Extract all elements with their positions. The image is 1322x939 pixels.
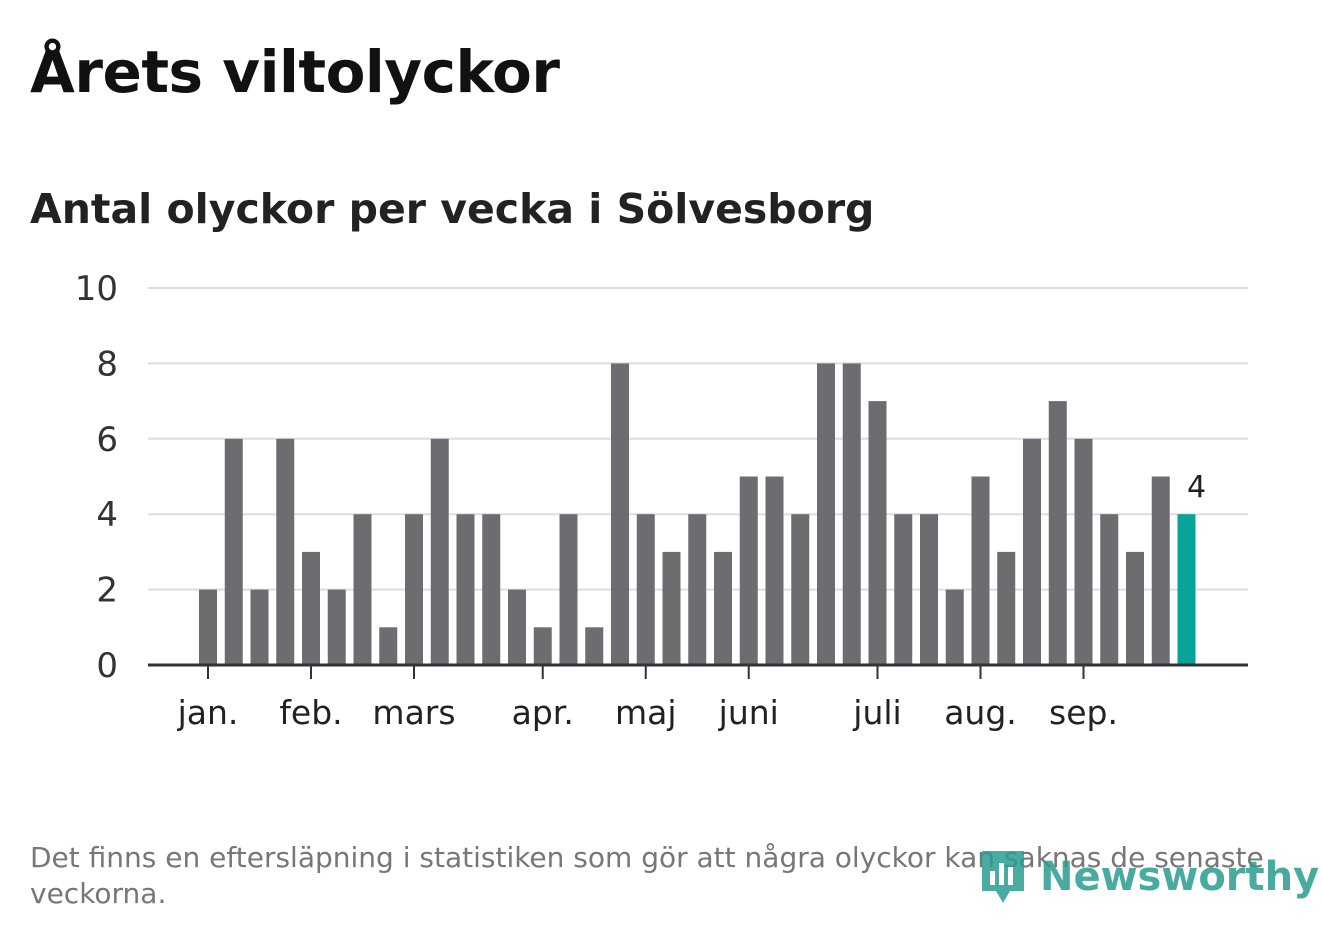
bar [662, 551, 681, 665]
y-tick-label: 6 [96, 420, 118, 460]
bar [585, 627, 604, 665]
x-tick-label: juni [718, 693, 779, 732]
bar [533, 627, 552, 665]
bar [636, 514, 655, 665]
footnote: Det finns en eftersläpning i statistiken… [30, 841, 1264, 910]
bar [1126, 551, 1144, 665]
bar [276, 438, 295, 665]
bar [508, 589, 526, 665]
bar [353, 514, 372, 665]
x-tick-label: mars [372, 693, 455, 732]
bar [611, 363, 629, 665]
chart-subtitle: Antal olyckor per vecka i Sölvesborg [30, 185, 875, 233]
bar [1048, 401, 1067, 665]
bar [430, 438, 449, 665]
y-axis-ticks: 0 2 4 6 8 10 [75, 269, 118, 686]
bar [1100, 514, 1119, 665]
y-tick-label: 10 [75, 269, 118, 309]
bar [894, 514, 913, 665]
newsworthy-logo-text: Newsworthy [1040, 854, 1320, 900]
y-tick-label: 8 [96, 344, 118, 384]
bar [945, 589, 964, 665]
bar [688, 514, 707, 665]
bar [224, 438, 243, 665]
bar [250, 589, 269, 665]
y-tick-label: 4 [96, 495, 118, 535]
chart-title: Årets viltolyckor [30, 38, 560, 106]
bar [327, 589, 346, 665]
bar [739, 476, 758, 665]
bars: 4 [199, 363, 1206, 665]
bar [1023, 438, 1041, 665]
newsworthy-bar-chart-icon [982, 851, 1024, 903]
bar [842, 363, 861, 665]
newsworthy-logo: Newsworthy [978, 845, 1319, 909]
bar [971, 476, 990, 665]
bar [765, 476, 784, 665]
y-tick-label: 2 [96, 571, 118, 611]
bar [559, 514, 578, 665]
bar [997, 551, 1016, 665]
bar [482, 514, 501, 665]
x-tick-label: apr. [512, 693, 574, 732]
bar [199, 589, 217, 665]
bar [1074, 438, 1093, 665]
bar [379, 627, 398, 665]
x-tick-label: juli [852, 693, 901, 732]
y-tick-label: 0 [96, 646, 118, 686]
bar [302, 551, 320, 665]
x-tick-label: feb. [279, 693, 342, 732]
bar [1151, 476, 1170, 665]
x-tick-label: maj [615, 693, 677, 732]
bar [405, 514, 423, 665]
bar [791, 514, 810, 665]
x-tick-label: sep. [1049, 693, 1118, 732]
x-tick-label: jan. [177, 693, 239, 732]
data-label: 4 [1187, 470, 1206, 505]
bar [920, 514, 938, 665]
bar [817, 363, 835, 665]
x-axis-ticks: jan. feb. mars apr. maj juni juli aug. sep. [177, 665, 1118, 732]
bar [868, 401, 887, 665]
bar [714, 551, 732, 665]
bar-current-week [1177, 514, 1196, 665]
bar-chart: 0 2 4 6 8 10 4 jan. feb. mars apr. maj juni juli aug… [75, 269, 1248, 732]
x-tick-label: aug. [944, 693, 1017, 732]
bar [456, 514, 475, 665]
